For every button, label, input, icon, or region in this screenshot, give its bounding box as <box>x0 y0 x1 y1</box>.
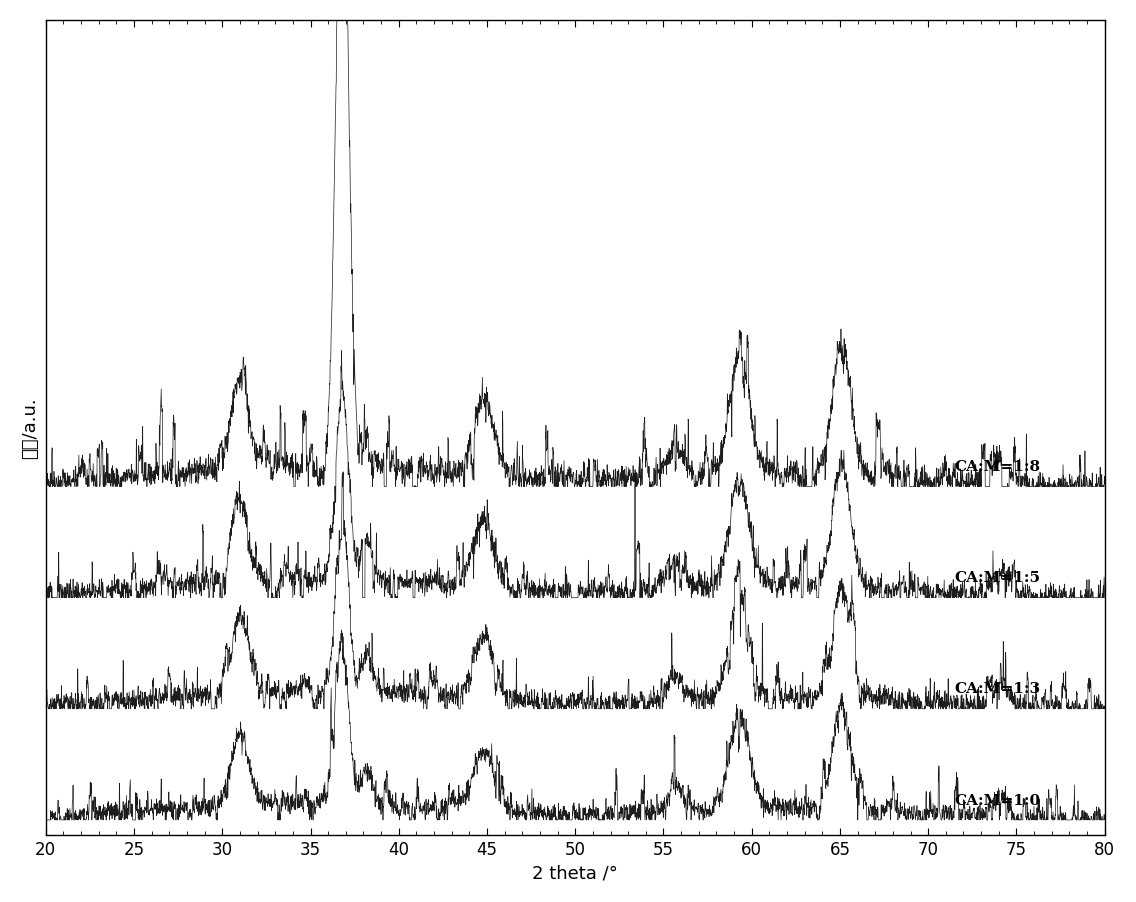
Y-axis label: 强度/a.u.: 强度/a.u. <box>20 397 39 458</box>
X-axis label: 2 theta /°: 2 theta /° <box>533 863 618 881</box>
Text: CA:M=1:3: CA:M=1:3 <box>954 682 1041 695</box>
Text: CA:M=1:0: CA:M=1:0 <box>954 793 1041 806</box>
Text: CA:M=1:5: CA:M=1:5 <box>954 571 1041 584</box>
Text: CA:M=1:8: CA:M=1:8 <box>954 460 1041 474</box>
